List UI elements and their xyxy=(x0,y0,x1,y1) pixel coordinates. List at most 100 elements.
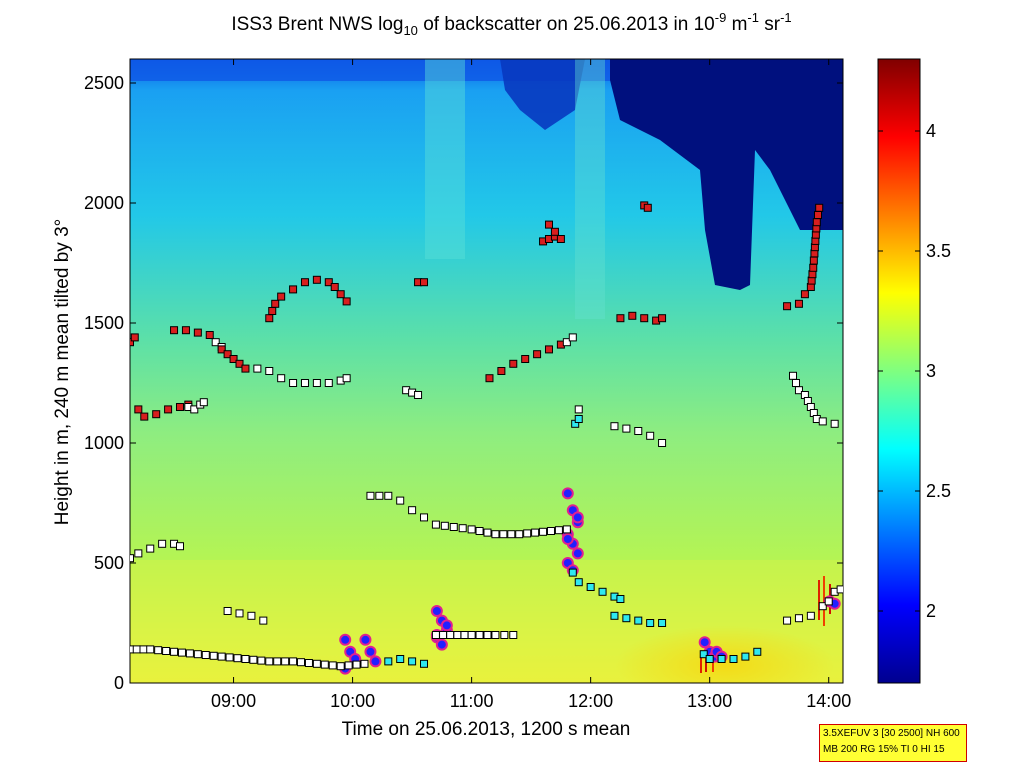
layer-marker-red xyxy=(164,405,173,414)
layer-marker-cyan xyxy=(699,650,708,659)
layer-marker-red xyxy=(783,302,792,311)
layer-marker-white xyxy=(507,530,516,539)
layer-marker-white xyxy=(467,525,476,534)
layer-marker-red xyxy=(794,299,803,308)
aerosol-burst-point xyxy=(561,487,574,500)
layer-marker-white xyxy=(336,662,345,671)
layer-marker-white xyxy=(265,367,274,375)
layer-marker-white xyxy=(483,631,492,639)
layer-marker-cyan xyxy=(658,619,667,627)
layer-marker-cyan xyxy=(717,655,726,663)
info-line-1: 3.5XEFUV 3 [30 2500] NH 600 xyxy=(823,728,960,739)
layer-marker-red xyxy=(521,355,530,363)
layer-marker-cyan xyxy=(705,655,714,663)
layer-marker-white xyxy=(185,649,194,658)
layer-marker-white xyxy=(562,338,571,347)
y-axis-label: Height in m, 240 m mean tilted by 3° xyxy=(52,219,73,525)
layer-marker-red xyxy=(812,218,821,227)
layer-marker-white xyxy=(610,422,619,431)
layer-marker-cyan xyxy=(741,652,750,661)
aerosol-burst-point xyxy=(359,633,372,646)
layer-marker-white xyxy=(554,526,563,535)
layer-marker-white xyxy=(499,530,508,539)
layer-marker-white xyxy=(658,439,667,447)
layer-marker-cyan xyxy=(634,616,643,625)
axis-ticks: 09:00 10:00 11:00 12:00 13:00 14:00 0 500 1000 15… xyxy=(84,59,851,711)
layer-marker-white xyxy=(289,379,298,387)
colorbar-tick-label: 4 xyxy=(926,121,936,141)
layer-marker-white xyxy=(328,661,337,670)
aerosol-burst-point xyxy=(339,633,352,646)
layer-marker-cyan xyxy=(586,583,595,591)
layer-marker-white xyxy=(366,491,375,500)
colorbar-tick-label: 3.5 xyxy=(926,241,951,261)
aerosol-burst-point xyxy=(440,619,453,632)
layer-marker-white xyxy=(190,405,199,414)
layer-marker-white xyxy=(225,653,234,662)
layer-marker-white xyxy=(523,529,532,538)
chart-title: ISS3 Brent NWS log10 of backscatter on 2… xyxy=(0,10,1023,38)
title-unit-2: sr xyxy=(758,14,781,35)
x-tick-label: 10:00 xyxy=(330,691,375,711)
layer-marker-white xyxy=(199,398,208,407)
layer-marker-white xyxy=(830,419,839,428)
layer-marker-red xyxy=(134,405,143,414)
aerosol-burst-point xyxy=(561,533,574,545)
y-tick-label: 0 xyxy=(114,673,124,693)
layer-marker-white xyxy=(453,631,462,639)
layer-marker-white xyxy=(396,496,405,505)
layer-marker-white xyxy=(483,528,492,537)
layer-marker-white xyxy=(324,379,333,387)
layer-marker-white xyxy=(783,616,792,625)
layer-marker-white xyxy=(574,405,583,414)
layer-marker-red xyxy=(497,367,506,375)
x-tick-label: 14:00 xyxy=(806,691,851,711)
layer-marker-white xyxy=(439,631,448,639)
layer-marker-white xyxy=(568,333,577,342)
title-middle: of backscatter on 25.06.2013 in 10 xyxy=(417,14,715,35)
layer-marker-cyan xyxy=(646,619,655,627)
aerosol-burst-point xyxy=(369,655,382,668)
layer-marker-red xyxy=(809,256,818,265)
layer-marker-red xyxy=(229,355,238,363)
x-tick-label: 12:00 xyxy=(568,691,613,711)
layer-marker-red xyxy=(643,203,652,212)
settings-info-box: 3.5XEFUV 3 [30 2500] NH 600 MB 200 RG 15… xyxy=(819,724,967,762)
layer-marker-cyan xyxy=(408,657,417,666)
layer-marker-cyan xyxy=(384,657,393,666)
layer-marker-white xyxy=(154,646,163,655)
layer-marker-white xyxy=(622,424,631,433)
title-prefix: ISS3 Brent NWS log xyxy=(231,14,404,35)
layer-marker-cyan xyxy=(616,595,625,603)
layer-marker-white xyxy=(836,585,843,594)
layer-marker-white xyxy=(509,631,518,639)
layer-marker-white xyxy=(344,661,353,670)
layer-marker-red xyxy=(152,410,161,419)
layer-marker-red xyxy=(616,314,625,323)
layer-marker-white xyxy=(420,513,429,522)
y-tick-label: 500 xyxy=(94,553,124,573)
title-unit-1: m xyxy=(726,14,748,35)
layer-marker-white xyxy=(531,528,540,537)
layer-marker-white xyxy=(241,655,250,663)
layer-marker-white xyxy=(132,645,141,654)
layer-marker-white xyxy=(146,645,155,654)
layer-marker-white xyxy=(384,491,393,500)
layer-marker-white xyxy=(277,374,286,383)
layer-marker-white xyxy=(201,651,210,659)
layer-marker-white xyxy=(297,658,306,667)
layer-marker-red xyxy=(175,403,184,411)
title-sup-1: -9 xyxy=(714,10,727,25)
layer-marker-white xyxy=(257,656,266,665)
x-tick-label: 13:00 xyxy=(687,691,732,711)
layer-marker-red xyxy=(342,297,351,306)
layer-marker-cyan xyxy=(598,587,607,596)
layer-marker-white xyxy=(134,549,143,558)
layer-marker-white xyxy=(546,527,555,535)
layer-marker-red xyxy=(223,350,232,359)
aerosol-burst-point xyxy=(435,638,448,651)
layer-marker-cyan xyxy=(753,647,762,656)
layer-marker-white xyxy=(320,660,329,669)
layer-marker-white xyxy=(289,657,298,666)
layer-marker-red xyxy=(324,278,333,287)
